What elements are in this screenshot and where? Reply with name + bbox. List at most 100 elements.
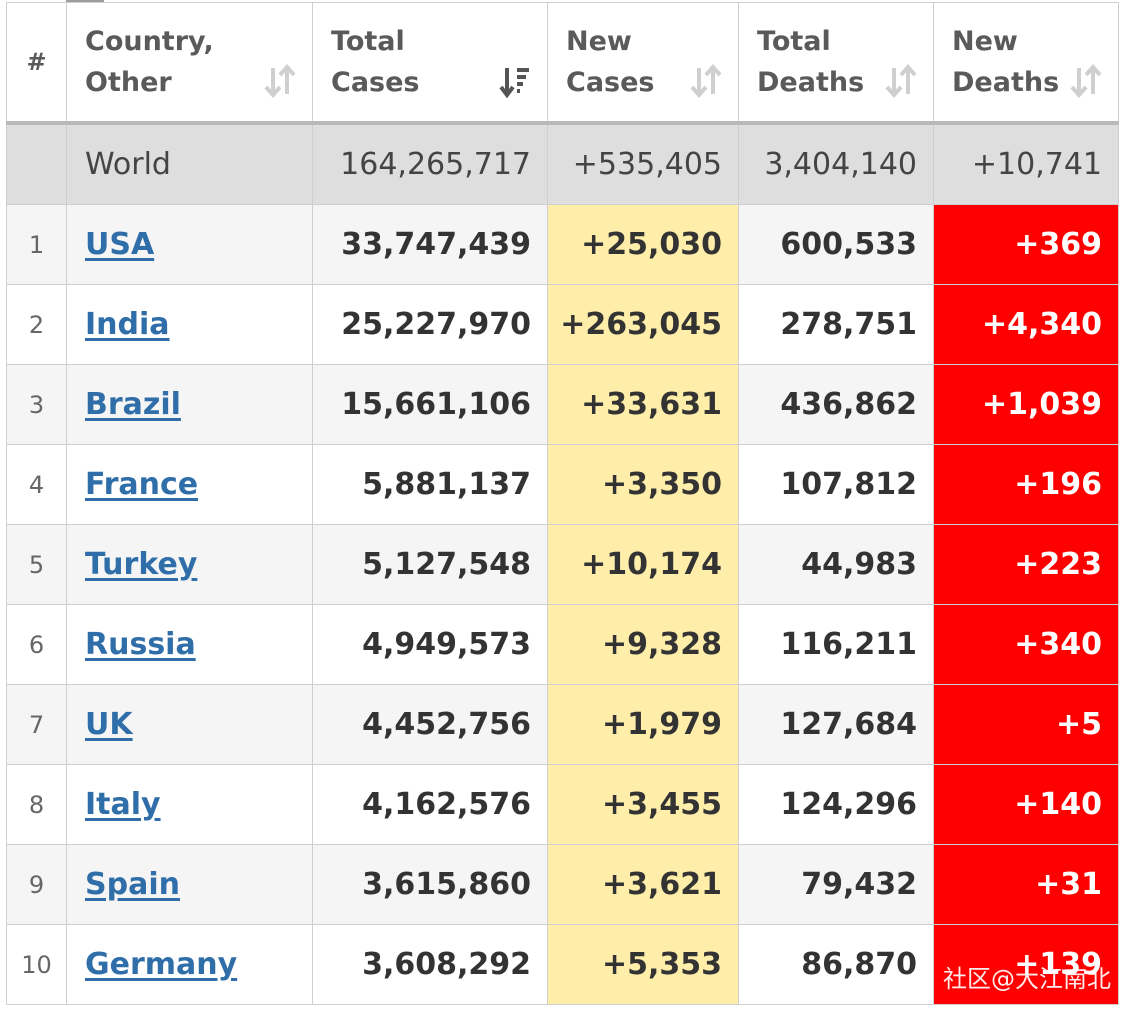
header-total-cases-label: Total Cases (331, 26, 420, 98)
total-cases-cell: 5,127,548 (312, 524, 548, 605)
total-cases-cell: 15,661,106 (312, 364, 548, 445)
new-deaths-cell: +196 (933, 444, 1119, 525)
country-link[interactable]: Spain (85, 867, 180, 902)
country-link[interactable]: France (85, 467, 199, 502)
total-deaths-cell: 436,862 (738, 364, 934, 445)
row-index: 7 (6, 684, 67, 765)
sort-arrows-icon[interactable] (1070, 64, 1102, 98)
new-cases-cell: +263,045 (547, 284, 739, 365)
total-cases-cell: 3,608,292 (312, 924, 548, 1005)
new-cases-cell: +25,030 (547, 204, 739, 285)
country-link[interactable]: Germany (85, 947, 238, 982)
header-total-deaths-label: Total Deaths (757, 26, 865, 98)
table-row: 3 Brazil 15,661,106 +33,631 436,862 +1,039 (6, 364, 1119, 445)
total-deaths-cell: 600,533 (738, 204, 934, 285)
total-deaths-cell: 79,432 (738, 844, 934, 925)
row-index: 6 (6, 604, 67, 685)
country-cell: Spain (66, 844, 313, 925)
row-index: 9 (6, 844, 67, 925)
row-index: 10 (6, 924, 67, 1005)
header-index[interactable]: # (6, 2, 67, 125)
new-cases-cell: +3,350 (547, 444, 739, 525)
total-cases-cell: 4,162,576 (312, 764, 548, 845)
world-total-cases-cell: 164,265,717 (312, 122, 548, 205)
table-header-row: # Country, Other Total Cases (6, 2, 1119, 125)
sort-descending-active-icon[interactable] (499, 64, 531, 98)
new-deaths-cell: +31 (933, 844, 1119, 925)
total-deaths-cell: 124,296 (738, 764, 934, 845)
country-link[interactable]: UK (85, 707, 133, 742)
table-row: 10 Germany 3,608,292 +5,353 86,870 +139 (6, 924, 1119, 1005)
row-index: 3 (6, 364, 67, 445)
country-link[interactable]: Italy (85, 787, 161, 822)
row-index: 1 (6, 204, 67, 285)
new-cases-cell: +3,455 (547, 764, 739, 845)
header-total-cases[interactable]: Total Cases (312, 2, 548, 125)
header-total-deaths[interactable]: Total Deaths (738, 2, 934, 125)
country-link[interactable]: Brazil (85, 387, 181, 422)
table-row: 4 France 5,881,137 +3,350 107,812 +196 (6, 444, 1119, 525)
new-cases-cell: +1,979 (547, 684, 739, 765)
country-cell: Italy (66, 764, 313, 845)
new-deaths-cell: +340 (933, 604, 1119, 685)
country-cell: Germany (66, 924, 313, 1005)
country-link[interactable]: USA (85, 227, 155, 262)
row-index: 8 (6, 764, 67, 845)
new-deaths-cell: +223 (933, 524, 1119, 605)
total-cases-cell: 4,452,756 (312, 684, 548, 765)
new-deaths-cell: +139 (933, 924, 1119, 1005)
world-new-deaths-cell: +10,741 (933, 122, 1119, 205)
world-total-deaths-cell: 3,404,140 (738, 122, 934, 205)
header-new-cases-label: New Cases (566, 26, 655, 98)
covid-stats-table: # Country, Other Total Cases (6, 2, 1119, 1005)
world-index-cell (6, 122, 67, 205)
table-row: 1 USA 33,747,439 +25,030 600,533 +369 (6, 204, 1119, 285)
total-cases-cell: 4,949,573 (312, 604, 548, 685)
world-total-row: World 164,265,717 +535,405 3,404,140 +10… (6, 122, 1119, 205)
row-index: 4 (6, 444, 67, 525)
sort-arrows-icon[interactable] (690, 64, 722, 98)
new-cases-cell: +3,621 (547, 844, 739, 925)
header-new-cases[interactable]: New Cases (547, 2, 739, 125)
new-deaths-cell: +140 (933, 764, 1119, 845)
table-row: 6 Russia 4,949,573 +9,328 116,211 +340 (6, 604, 1119, 685)
table-row: 7 UK 4,452,756 +1,979 127,684 +5 (6, 684, 1119, 765)
country-link[interactable]: Russia (85, 627, 196, 662)
table-row: 2 India 25,227,970 +263,045 278,751 +4,340 (6, 284, 1119, 365)
new-deaths-cell: +369 (933, 204, 1119, 285)
total-cases-cell: 3,615,860 (312, 844, 548, 925)
header-new-deaths-label: New Deaths (952, 26, 1060, 98)
header-new-deaths[interactable]: New Deaths (933, 2, 1119, 125)
country-cell: India (66, 284, 313, 365)
header-country-label: Country, Other (85, 26, 214, 98)
total-cases-cell: 33,747,439 (312, 204, 548, 285)
new-cases-cell: +9,328 (547, 604, 739, 685)
world-country-cell: World (66, 122, 313, 205)
new-cases-cell: +10,174 (547, 524, 739, 605)
table-row: 5 Turkey 5,127,548 +10,174 44,983 +223 (6, 524, 1119, 605)
country-cell: Brazil (66, 364, 313, 445)
sort-arrows-icon[interactable] (264, 64, 296, 98)
country-link[interactable]: Turkey (85, 547, 198, 582)
country-cell: Russia (66, 604, 313, 685)
country-cell: Turkey (66, 524, 313, 605)
new-deaths-cell: +4,340 (933, 284, 1119, 365)
sort-arrows-icon[interactable] (885, 64, 917, 98)
total-cases-cell: 25,227,970 (312, 284, 548, 365)
total-deaths-cell: 107,812 (738, 444, 934, 525)
header-country[interactable]: Country, Other (66, 2, 313, 125)
table-row: 8 Italy 4,162,576 +3,455 124,296 +140 (6, 764, 1119, 845)
total-deaths-cell: 278,751 (738, 284, 934, 365)
total-deaths-cell: 116,211 (738, 604, 934, 685)
total-deaths-cell: 86,870 (738, 924, 934, 1005)
total-deaths-cell: 44,983 (738, 524, 934, 605)
total-deaths-cell: 127,684 (738, 684, 934, 765)
country-cell: France (66, 444, 313, 525)
country-cell: USA (66, 204, 313, 285)
row-index: 2 (6, 284, 67, 365)
total-cases-cell: 5,881,137 (312, 444, 548, 525)
new-deaths-cell: +5 (933, 684, 1119, 765)
country-link[interactable]: India (85, 307, 170, 342)
world-new-cases-cell: +535,405 (547, 122, 739, 205)
new-deaths-cell: +1,039 (933, 364, 1119, 445)
